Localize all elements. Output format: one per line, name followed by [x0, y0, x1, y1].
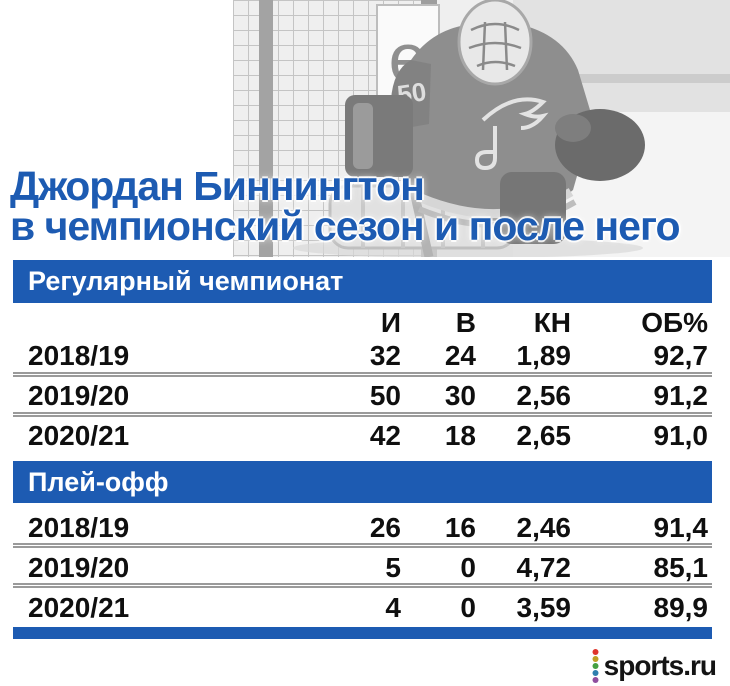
team-crest [474, 97, 549, 171]
season-label: 2018/19 [28, 340, 130, 371]
row-divider [13, 372, 712, 377]
sportsru-logo-text: sports.ru [603, 650, 717, 681]
row-divider [13, 583, 712, 588]
season-label: 2020/21 [28, 420, 130, 451]
sportsru-dots-icon [592, 649, 599, 683]
gaa-value: 3,59 [516, 592, 572, 623]
save-pct-value: 85,1 [653, 552, 709, 583]
page-title-line2: в чемпионский сезон и после него [10, 203, 681, 249]
save-pct-value: 91,2 [653, 380, 709, 411]
gaa-value: 2,56 [516, 380, 572, 411]
table-row: 2018/19 26 16 2,46 91,4 [13, 511, 712, 545]
season-label: 2020/21 [28, 592, 130, 623]
row-divider [13, 412, 712, 417]
column-header-wins: В [455, 307, 476, 338]
gaa-value: 1,89 [516, 340, 572, 371]
wins-value: 16 [444, 512, 476, 543]
bottom-accent-bar [13, 627, 712, 639]
wins-value: 0 [460, 552, 476, 583]
wins-value: 18 [444, 420, 476, 451]
season-label: 2019/20 [28, 552, 130, 583]
column-header-save-pct: ОБ% [641, 307, 708, 338]
table-row: 2018/19 32 24 1,89 92,7 [13, 339, 712, 373]
row-divider [13, 543, 712, 548]
page-title: Джордан Биннингтон в чемпионский сезон и… [10, 163, 681, 249]
goalie-photo: e 50 [233, 0, 730, 259]
page-title-line1: Джордан Биннингтон [10, 163, 425, 209]
save-pct-value: 91,4 [653, 512, 709, 543]
games-value: 50 [369, 380, 401, 411]
wins-value: 0 [460, 592, 476, 623]
sportsru-logo: sports.ru [591, 646, 717, 686]
section-header-playoffs: Плей-офф [13, 461, 712, 503]
games-value: 4 [385, 592, 401, 623]
season-label: 2018/19 [28, 512, 130, 543]
table-row: 2020/21 42 18 2,65 91,0 [13, 419, 712, 453]
games-value: 32 [369, 340, 401, 371]
games-value: 42 [369, 420, 401, 451]
season-label: 2019/20 [28, 380, 130, 411]
wins-value: 24 [444, 340, 476, 371]
wins-value: 30 [444, 380, 476, 411]
table-row: 2019/20 50 30 2,56 91,2 [13, 379, 712, 413]
column-header-gaa: КН [533, 307, 571, 338]
column-header-games: И [380, 307, 401, 338]
table-row: 2019/20 5 0 4,72 85,1 [13, 551, 712, 585]
table-row: 2020/21 4 0 3,59 89,9 [13, 591, 712, 625]
games-value: 26 [369, 512, 401, 543]
save-pct-value: 91,0 [653, 420, 709, 451]
goalie-photo-illustration: e 50 [233, 0, 730, 259]
table-header-row: И В КН ОБ% [13, 306, 712, 340]
save-pct-value: 89,9 [653, 592, 709, 623]
section-header-regular-season: Регулярный чемпионат [13, 260, 712, 303]
gaa-value: 2,65 [516, 420, 572, 451]
gaa-value: 4,72 [516, 552, 572, 583]
gaa-value: 2,46 [516, 512, 572, 543]
save-pct-value: 92,7 [653, 340, 709, 371]
games-value: 5 [385, 552, 401, 583]
